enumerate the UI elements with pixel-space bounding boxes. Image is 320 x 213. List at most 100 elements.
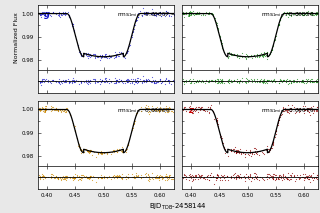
Point [78,80,84,83]
Point [90,153,95,157]
Point [254,176,259,179]
Point [43,10,48,14]
Point [104,176,109,179]
Point [260,79,266,82]
Point [216,77,221,81]
Point [234,148,239,152]
Point [133,19,139,23]
Point [315,108,320,111]
Point [40,177,45,180]
Point [188,174,193,178]
Point [98,53,103,57]
Point [120,149,125,153]
Point [75,174,80,177]
Point [302,12,307,15]
Point [262,52,267,55]
Point [56,109,61,113]
Point [99,149,104,153]
Point [184,13,189,16]
Point [285,79,290,82]
Point [227,51,232,55]
Point [60,12,65,15]
Point [95,55,100,59]
Point [154,105,159,109]
Point [271,39,276,42]
Point [112,50,117,54]
Point [221,146,227,150]
Point [125,173,130,176]
Point [106,81,111,85]
Point [291,105,296,109]
Point [54,176,59,179]
Point [78,148,83,152]
Point [166,106,172,109]
Point [135,81,140,84]
Point [56,109,61,113]
Point [81,150,86,154]
Point [55,176,60,179]
Point [227,81,232,85]
Point [196,78,201,82]
Point [85,150,91,153]
Point [139,81,144,85]
Point [235,148,240,152]
Point [146,174,151,177]
Point [40,10,45,14]
Point [181,174,186,177]
Point [231,147,236,151]
Point [275,176,280,179]
Point [41,12,46,15]
Point [265,54,270,58]
Point [219,41,224,45]
Point [285,110,290,113]
Point [261,78,267,81]
Point [207,173,212,177]
Point [230,53,236,56]
Point [188,107,193,110]
Point [197,12,203,15]
Point [245,177,251,180]
Point [258,79,263,82]
Point [56,108,61,111]
Point [218,78,223,81]
Point [156,176,161,179]
Point [44,80,50,83]
Point [236,176,241,179]
Point [229,53,235,57]
Point [59,177,64,180]
Point [219,174,224,177]
Point [84,54,89,58]
Point [220,80,226,83]
Point [156,178,161,181]
Point [201,108,206,112]
Point [260,79,265,83]
Point [186,79,191,82]
Point [98,81,103,84]
Point [183,175,188,178]
Point [127,43,132,47]
Point [119,149,124,152]
Point [180,12,186,15]
Point [57,83,62,86]
Point [112,81,117,84]
Point [215,176,220,179]
Point [138,12,143,15]
Point [283,106,288,110]
Point [252,153,257,156]
Point [186,11,191,14]
Point [122,56,127,59]
Point [217,79,222,82]
Point [163,178,168,181]
Point [255,177,260,180]
Point [154,173,159,176]
Point [189,79,195,82]
Point [268,176,273,179]
Point [88,149,93,152]
Point [217,33,222,37]
Point [146,79,151,82]
Point [247,173,252,176]
Point [189,112,195,115]
Point [211,109,216,112]
Point [201,108,206,111]
Point [39,78,44,81]
